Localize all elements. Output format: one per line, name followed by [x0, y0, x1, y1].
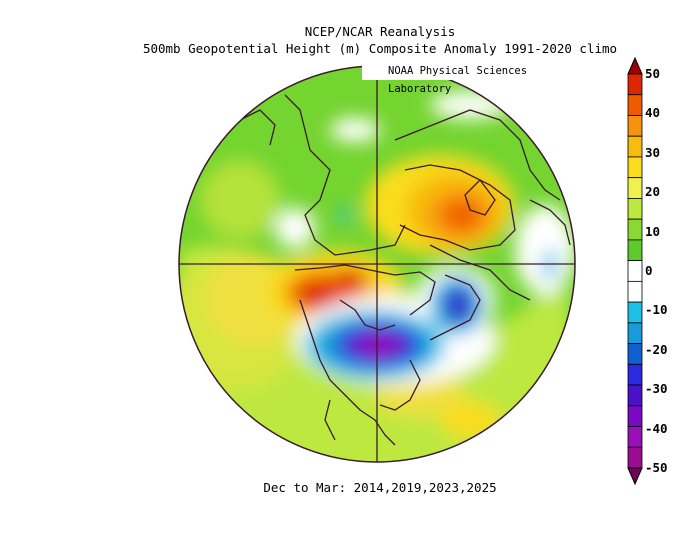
- colorbar-box: [627, 135, 643, 158]
- colorbar-tick-label: -40: [645, 420, 668, 436]
- colorbar-tick-label: 50: [645, 66, 661, 81]
- colorbar-tick-label: 10: [645, 223, 661, 239]
- title-line-1: NCEP/NCAR Reanalysis: [304, 24, 456, 39]
- colorbar-tick-label: 30: [645, 144, 661, 160]
- colorbar-box: [627, 156, 643, 179]
- colorbar-tick-label: 0: [645, 263, 653, 278]
- anomaly-field: [179, 66, 575, 462]
- colorbar-box: [627, 280, 643, 303]
- colorbar-box: [627, 177, 643, 199]
- colorbar-box: [627, 218, 643, 241]
- colorbar-box: [627, 73, 643, 96]
- colorbar-box: [627, 426, 643, 448]
- colorbar-box: [627, 384, 643, 407]
- colorbar-box: [627, 446, 643, 469]
- colorbar-box: [627, 198, 643, 220]
- credit-label: NOAA Physical Sciences Laboratory: [362, 62, 577, 95]
- colorbar-tick-label: -50: [645, 460, 668, 475]
- colorbar-box: [627, 322, 643, 344]
- colorbar-tick-label: -10: [645, 302, 668, 318]
- colorbar-tick-label: 20: [645, 184, 661, 200]
- colorbar: [627, 56, 643, 486]
- colorbar-box: [627, 405, 643, 427]
- colorbar-box: [627, 239, 643, 262]
- colorbar-box: [627, 115, 643, 137]
- colorbar-tick-label: -30: [645, 381, 668, 397]
- colorbar-box: [627, 94, 643, 116]
- colorbar-box: [627, 301, 643, 324]
- colorbar-box: [627, 260, 643, 282]
- colorbar-max-arrow: [627, 56, 643, 75]
- colorbar-min-arrow: [627, 467, 643, 486]
- colorbar-box: [627, 343, 643, 365]
- coastlines: [239, 94, 571, 446]
- title-line-2: 500mb Geopotential Height (m) Composite …: [142, 41, 618, 56]
- colorbar-box: [627, 363, 643, 386]
- colorbar-tick-label: -20: [645, 341, 668, 357]
- colorbar-tick-label: 40: [645, 105, 661, 121]
- period-label: Dec to Mar: 2014,2019,2023,2025: [263, 480, 497, 495]
